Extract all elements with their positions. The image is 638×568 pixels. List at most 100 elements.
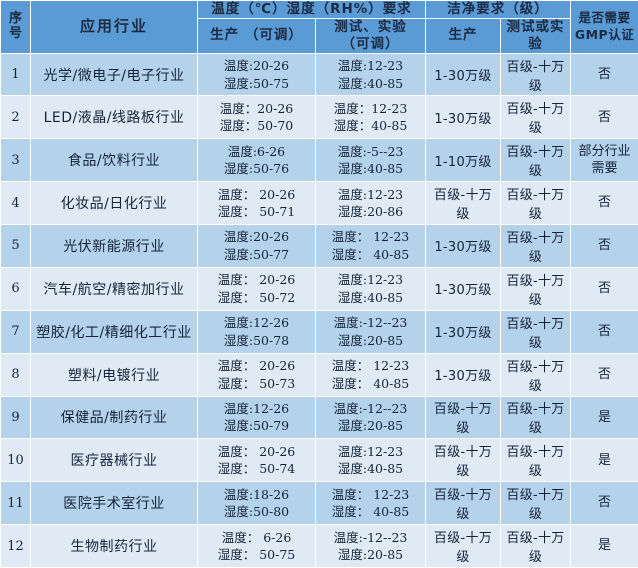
cell-test-temp: 温度:12-23: [337, 443, 404, 459]
table-row: 3 食品/饮料行业 温度:6-26 湿度:50-76 温度:-5--23 湿度:40-85…: [0, 138, 638, 183]
cell-cleanliness-test: 百级-十万级: [500, 309, 572, 354]
cell-prod-temp: 温度： 6-26: [221, 529, 292, 545]
cell-production-conditions: 温度:18-26 湿度:50-80: [197, 481, 316, 526]
cell-production-conditions: 温度： 20-26 湿度： 50-74: [197, 438, 316, 483]
cell-prod-temp: 温度:18-26: [223, 486, 290, 502]
cell-test-conditions: 温度:-12--23 湿度:20-85: [314, 309, 427, 354]
header-gmp-required: 是否需要 GMP认证: [570, 0, 638, 54]
cell-production-conditions: 温度:6-26 湿度:50-76: [197, 138, 316, 183]
cell-prod-temp: 温度： 20-26: [217, 358, 296, 374]
cell-production-conditions: 温度:20-26 湿度:50-77: [197, 224, 316, 268]
cell-industry-name: 汽车/航空/精密加行业: [30, 266, 198, 311]
header-seq-label: 序号: [9, 10, 25, 41]
header-row-sub: 生产 （可调） 测试、实验 （可调） 生产 测试或实验: [1, 17, 638, 54]
cell-sequence-number: 10: [0, 438, 31, 483]
cell-test-hum: 湿度:40-85: [337, 75, 404, 91]
cell-cleanliness-test: 百级-十万级: [500, 181, 572, 226]
cell-industry-name: 生物制药行业: [30, 524, 198, 568]
cell-sequence-number: 4: [0, 181, 31, 226]
cell-prod-hum: 湿度： 50-75: [217, 547, 296, 563]
cell-prod-temp: 温度:6-26: [227, 143, 286, 159]
cell-industry-name: 医院手术室行业: [30, 481, 198, 526]
cell-gmp-required: 是: [570, 438, 638, 483]
cell-test-hum: 湿度:20-85: [337, 547, 404, 563]
cell-test-conditions: 温度:-12--23 湿度:20-85: [314, 524, 427, 568]
cell-prod-hum: 湿度： 50-71: [217, 204, 296, 220]
header-industry: 应用行业: [30, 0, 198, 54]
cell-production-conditions: 温度:12-26 湿度:50-78: [197, 309, 316, 354]
cell-prod-hum: 湿度:50-79: [223, 418, 290, 434]
cell-cleanliness-production: 1-30万级: [425, 352, 502, 397]
cell-production-conditions: 温度:12-26 湿度:50-79: [197, 395, 316, 440]
cell-prod-hum: 湿度： 50-74: [217, 461, 296, 477]
cell-production-conditions: 温度： 20-26 湿度： 50-72: [197, 266, 316, 311]
cell-prod-hum: 湿度:50-78: [223, 332, 290, 348]
cell-gmp-required: 否: [570, 266, 638, 311]
cell-sequence-number: 2: [0, 95, 31, 140]
cell-sequence-number: 6: [0, 266, 31, 311]
cell-gmp-required: 是: [570, 524, 638, 568]
table-row: 1 光学/微电子/电子行业 温度:20-26 湿度:50-75 温度:12-23 湿度:4…: [0, 52, 638, 97]
cell-prod-hum: 湿度： 50-72: [217, 289, 296, 305]
table-body: 1 光学/微电子/电子行业 温度:20-26 湿度:50-75 温度:12-23 湿度:4…: [0, 52, 638, 568]
cell-industry-name: 医疗器械行业: [30, 438, 198, 483]
cell-test-temp: 温度:-5--23: [337, 143, 404, 159]
cell-test-hum: 湿度： 40-85: [331, 246, 410, 262]
cell-industry-name: 塑胶/化工/精细化工行业: [30, 309, 198, 354]
cell-prod-temp: 温度:12-26: [223, 400, 290, 416]
cell-production-conditions: 温度:20-26 湿度:50-75: [197, 52, 316, 97]
cell-test-temp: 温度： 12-23: [331, 358, 410, 374]
header-temp-test: 测试、实验 （可调）: [314, 17, 427, 54]
cell-industry-name: 光学/微电子/电子行业: [30, 52, 198, 97]
cell-test-hum: 湿度:40-85: [337, 161, 404, 177]
cell-cleanliness-test: 百级-十万级: [500, 395, 572, 440]
header-group-temp-humidity: 温度（℃）湿度（RH%）要求: [196, 0, 427, 19]
table-row: 6 汽车/航空/精密加行业 温度： 20-26 湿度： 50-72 温度:12-23 湿度…: [0, 266, 638, 311]
cell-test-conditions: 温度： 12-23 湿度： 40-85: [314, 352, 427, 397]
cell-gmp-required: 否: [570, 95, 638, 140]
cell-prod-hum: 湿度:50-80: [223, 504, 290, 520]
cell-prod-temp: 温度： 20-26: [217, 272, 296, 288]
cell-cleanliness-production: 1-30万级: [425, 309, 502, 354]
table-row: 7 塑胶/化工/精细化工行业 温度:12-26 湿度:50-78 温度:-12--23 湿…: [0, 309, 638, 354]
cell-cleanliness-test: 百级-十万级: [500, 481, 572, 526]
cell-prod-temp: 温度：20-26: [219, 100, 294, 116]
cell-industry-name: LED/液晶/线路板行业: [30, 95, 198, 140]
cell-cleanliness-production: 1-30万级: [425, 95, 502, 140]
cell-industry-name: 光伏新能源行业: [30, 224, 198, 268]
cell-test-temp: 温度:-12--23: [333, 400, 408, 416]
cell-sequence-number: 12: [0, 524, 31, 568]
table-row: 9 保健品/制药行业 温度:12-26 湿度:50-79 温度:-12--23 湿度:20…: [0, 395, 638, 440]
cell-test-conditions: 温度： 12-23 湿度： 40-85: [314, 224, 427, 268]
header-clean-test: 测试或实验: [500, 17, 572, 54]
cell-gmp-required: 否: [570, 309, 638, 354]
cell-prod-temp: 温度:20-26: [223, 58, 290, 74]
cell-test-conditions: 温度:-5--23 湿度:40-85: [314, 138, 427, 183]
cell-cleanliness-test: 百级-十万级: [500, 266, 572, 311]
cell-gmp-required: 否: [570, 181, 638, 226]
cell-test-temp: 温度:-12--23: [333, 529, 408, 545]
cell-test-hum: 湿度:20-86: [337, 204, 404, 220]
cell-test-conditions: 温度:12-23 湿度:40-85: [314, 438, 427, 483]
cell-cleanliness-production: 百级-十万级: [425, 181, 502, 226]
table-row: 5 光伏新能源行业 温度:20-26 湿度:50-77 温度： 12-23 湿度： 40-…: [0, 224, 638, 268]
header-group-cleanliness: 洁净要求（级）: [425, 0, 572, 19]
cell-test-conditions: 温度:12-23 湿度:20-86: [314, 181, 427, 226]
cell-sequence-number: 3: [0, 138, 31, 183]
cell-sequence-number: 8: [0, 352, 31, 397]
cell-test-conditions: 温度:12-23 湿度:40-85: [314, 52, 427, 97]
cell-test-hum: 湿度： 40-85: [331, 504, 410, 520]
cell-test-temp: 温度:12-23: [337, 58, 404, 74]
cell-production-conditions: 温度：20-26 湿度：50-70: [197, 95, 316, 140]
cell-sequence-number: 5: [0, 224, 31, 268]
cell-test-temp: 温度:12-23: [337, 186, 404, 202]
cell-prod-temp: 温度： 20-26: [217, 443, 296, 459]
header-row-top: 序号 应用行业 温度（℃）湿度（RH%）要求 洁净要求（级） 是否需要 GMP认…: [0, 0, 638, 54]
cell-prod-hum: 湿度:50-77: [223, 246, 290, 262]
cell-test-hum: 湿度:20-85: [337, 418, 404, 434]
cell-test-conditions: 温度:-12--23 湿度:20-85: [314, 395, 427, 440]
table-row: 2 LED/液晶/线路板行业 温度：20-26 湿度：50-70 温度：12-23 湿度：…: [0, 95, 638, 140]
cell-cleanliness-test: 百级-十万级: [500, 95, 572, 140]
cell-cleanliness-production: 1-10万级: [425, 138, 502, 183]
cell-sequence-number: 1: [0, 52, 31, 97]
